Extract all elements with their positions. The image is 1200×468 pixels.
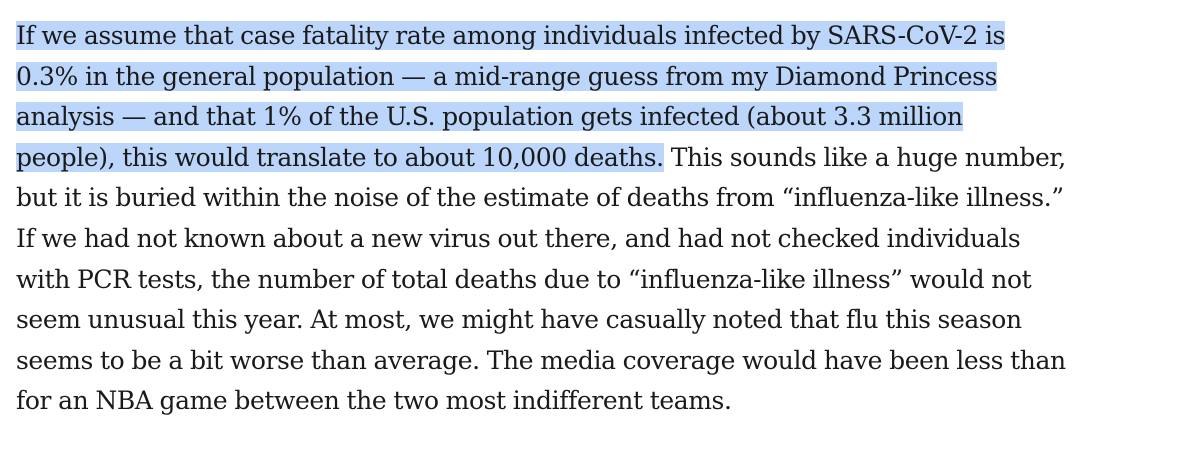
selected-text[interactable]: If we assume that case fatality rate amo…: [16, 21, 1005, 50]
selected-text[interactable]: 0.3% in the general population — a mid-r…: [16, 61, 998, 91]
paragraph-line[interactable]: but it is buried within the noise of the…: [16, 183, 1064, 213]
selected-text[interactable]: analysis — and that 1% of the U.S. popul…: [16, 102, 963, 132]
paragraph-line[interactable]: seems to be a bit worse than average. Th…: [16, 345, 1066, 375]
paragraph-line: If we assume that case fatality rate amo…: [16, 16, 1196, 57]
paragraph-line: 0.3% in the general population — a mid-r…: [16, 57, 1196, 98]
paragraph-line: analysis — and that 1% of the U.S. popul…: [16, 97, 1196, 138]
paragraph-line[interactable]: If we had not known about a new virus ou…: [16, 223, 1021, 253]
unselected-text[interactable]: This sounds like a huge number,: [663, 142, 1066, 172]
paragraph-line[interactable]: seem unusual this year. At most, we migh…: [16, 305, 1022, 335]
selected-text[interactable]: people), this would translate to about 1…: [16, 142, 664, 172]
paragraph-line[interactable]: for an NBA game between the two most ind…: [16, 386, 732, 416]
paragraph-line[interactable]: with PCR tests, the number of total deat…: [16, 264, 1032, 294]
article-paragraph: If we assume that case fatality rate amo…: [16, 16, 1196, 422]
paragraph-line: people), this would translate to about 1…: [16, 138, 1196, 179]
